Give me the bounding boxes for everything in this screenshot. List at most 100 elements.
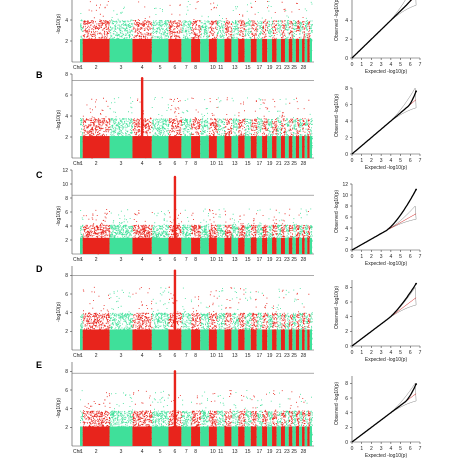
snp-points <box>82 1 111 62</box>
snp-density <box>302 38 305 62</box>
qq-x-tick-label: 4 <box>389 350 392 356</box>
snp-density <box>250 136 257 158</box>
y-tick-label: 8 <box>65 369 68 375</box>
chromosome-label: 21 <box>276 65 282 71</box>
chromosome-17-points <box>256 12 263 62</box>
qq-y-axis-label: Observed -log10(p) <box>334 190 340 233</box>
y-tick-label: 10 <box>62 182 68 188</box>
chromosome-label: 13 <box>232 65 238 71</box>
snp-density <box>272 237 277 254</box>
chromosome-4-points <box>132 210 153 254</box>
qq-x-tick-label: 0 <box>351 350 354 356</box>
snp-points <box>244 208 252 253</box>
chromosome-label: 17 <box>257 65 263 71</box>
qq-x-tick-label: 3 <box>380 350 383 356</box>
qq-y-tick-label: 8 <box>345 86 348 92</box>
chromosome-label: 15 <box>245 257 251 263</box>
chromosome-25-points <box>292 99 297 158</box>
snp-points <box>256 98 263 156</box>
snp-density <box>262 329 268 350</box>
snp-density <box>307 136 310 158</box>
snp-points <box>191 1 202 61</box>
chromosome-17-points <box>256 291 263 350</box>
snp-density <box>309 38 312 62</box>
snp-density <box>295 38 300 62</box>
snp-density <box>292 426 296 446</box>
qq-y-tick-label: 6 <box>345 300 348 306</box>
snp-points <box>200 99 210 157</box>
peak-chr-6 <box>173 371 177 446</box>
chromosome-1-points <box>80 118 84 158</box>
qq-x-tick-label: 6 <box>409 446 412 452</box>
chromosome-label: 3 <box>120 257 123 263</box>
snp-density <box>191 38 201 62</box>
chromosome-label: 5 <box>159 65 162 71</box>
chromosome-28-points <box>302 17 306 62</box>
qq-x-tick-label: 3 <box>380 62 383 68</box>
chromosome-label: 3 <box>120 161 123 167</box>
chromosome-label: 28 <box>301 65 307 71</box>
chromosome-5-points <box>151 390 170 446</box>
snp-points <box>250 291 258 348</box>
snp-points <box>276 99 282 156</box>
snp-density <box>256 426 263 446</box>
chromosome-label: 3 <box>120 449 123 455</box>
qq-x-tick-label: 7 <box>419 62 422 68</box>
snp-density <box>200 329 209 350</box>
chromosome-label: 17 <box>257 353 263 359</box>
snp-points <box>80 313 84 348</box>
snp-density <box>276 237 281 254</box>
qq-y-axis-label: Observed -log10(p) <box>334 382 340 425</box>
qq-y-axis-label: Observed -log10(p) <box>334 286 340 329</box>
snp-points <box>302 306 306 342</box>
chromosome-10-points <box>208 2 218 62</box>
snp-density <box>262 426 268 446</box>
snp-density <box>284 136 289 158</box>
chromosome-24-points <box>288 102 294 158</box>
qq-y-tick-label: 6 <box>345 396 348 402</box>
chromosome-7-points <box>181 98 192 158</box>
snp-density <box>244 136 251 158</box>
chromosome-label: 7 <box>185 65 188 71</box>
snp-points <box>309 396 313 443</box>
qq-y-tick-label: 2 <box>345 37 348 43</box>
chromosome-27-points <box>299 208 303 254</box>
qq-x-tick-label: 6 <box>409 62 412 68</box>
chromosome-6-points <box>168 98 183 158</box>
chromosome-label: 25 <box>291 161 297 167</box>
snp-points <box>244 390 252 442</box>
qq-x-tick-label: 2 <box>370 446 373 452</box>
qq-x-axis-label: Expected -log10(p) <box>365 261 408 267</box>
qq-x-tick-label: 4 <box>389 158 392 164</box>
snp-points <box>309 208 313 255</box>
chromosome-label: 15 <box>245 65 251 71</box>
qq-x-tick-label: 0 <box>351 158 354 164</box>
chromosome-20-points <box>272 390 278 446</box>
snp-density <box>82 329 110 350</box>
chromosome-label: 7 <box>185 257 188 263</box>
chromosome-3-points <box>109 289 134 350</box>
qq-y-tick-label: 8 <box>345 204 348 210</box>
chromosome-label: 21 <box>276 257 282 263</box>
snp-density <box>238 136 245 158</box>
chromosome-label: 28 <box>301 353 307 359</box>
qq-y-tick-label: 0 <box>345 344 348 350</box>
qq-y-tick-label: 0 <box>345 56 348 62</box>
qq-x-tick-label: 7 <box>419 254 422 260</box>
qq-x-tick-label: 2 <box>370 62 373 68</box>
snp-density <box>200 237 209 254</box>
chromosome-1-points <box>80 13 84 62</box>
snp-density <box>216 426 225 446</box>
snp-density <box>304 136 308 158</box>
snp-density <box>292 136 296 158</box>
chromosome-label: 28 <box>301 449 307 455</box>
snp-density <box>284 237 289 254</box>
chromosome-label: 8 <box>194 65 197 71</box>
snp-density <box>280 426 285 446</box>
snp-density <box>109 38 133 62</box>
chromosome-label: 2 <box>95 257 98 263</box>
snp-density <box>80 237 83 254</box>
snp-density <box>309 136 312 158</box>
chromosome-5-points <box>151 97 170 158</box>
